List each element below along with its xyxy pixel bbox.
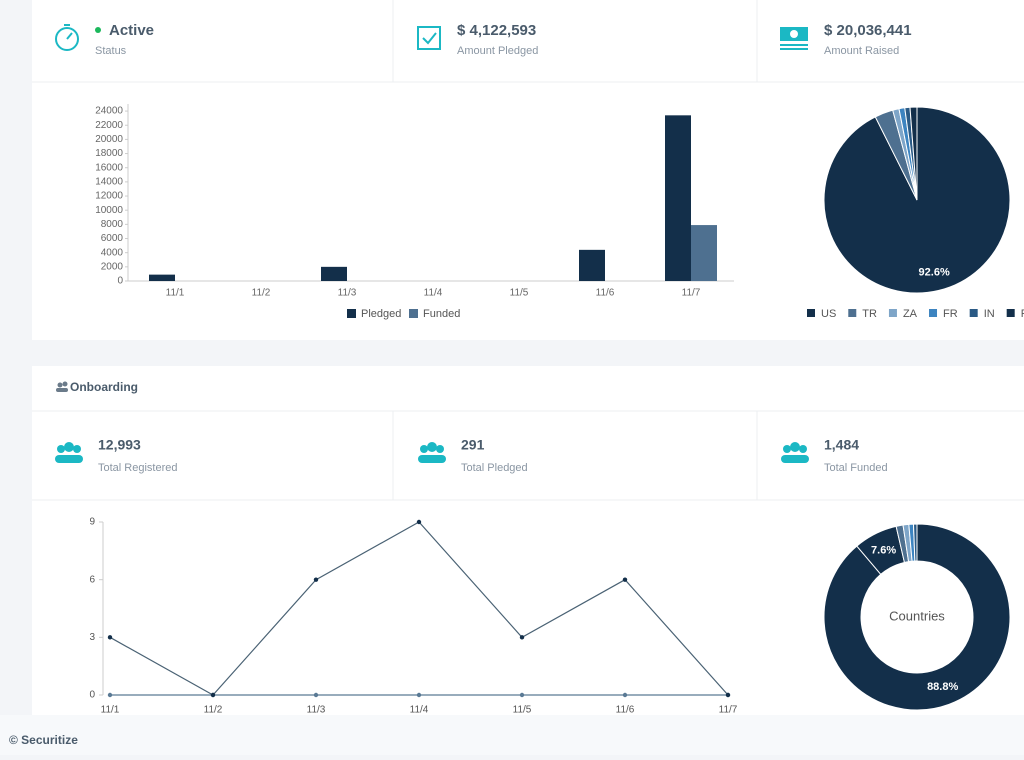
users-icon (55, 442, 83, 463)
value-label: 7.6% (871, 544, 896, 556)
x-tick-label: 11/1 (166, 288, 185, 299)
legend-swatch (807, 309, 815, 317)
legend-label: Funded (423, 308, 460, 320)
check-icon (417, 26, 441, 50)
stat-label: Amount Raised (824, 45, 899, 57)
legend-label: Pledged (361, 308, 401, 320)
value-label: 92.6% (919, 266, 950, 278)
stat-value: $ 20,036,441 (824, 22, 912, 39)
stat-value: Active (109, 22, 154, 39)
legend-swatch (848, 309, 857, 317)
value-label: 88.8% (927, 681, 958, 693)
y-tick-label: 3 (89, 632, 95, 643)
x-tick-label: 11/7 (719, 705, 738, 716)
slice (912, 523, 918, 562)
stat-label: Total Funded (824, 462, 888, 474)
stat-label: Amount Pledged (457, 45, 538, 57)
y-tick-label: 0 (89, 690, 95, 701)
y-tick-label: 12000 (95, 191, 123, 202)
point (416, 519, 422, 525)
legend-swatch (1006, 309, 1015, 317)
bar (579, 249, 605, 281)
point (107, 692, 113, 698)
legend-label: ZA (903, 308, 918, 320)
x-tick-label: 11/5 (510, 288, 529, 299)
money-icon (780, 27, 808, 50)
stat-value: 12,993 (98, 437, 141, 453)
x-tick-label: 11/3 (307, 705, 326, 716)
x-tick-label: 11/3 (338, 288, 357, 299)
x-tick-label: 11/2 (252, 288, 271, 299)
users-icon (418, 442, 446, 463)
point (313, 577, 319, 582)
y-tick-label: 16000 (95, 162, 123, 173)
y-tick-label: 6 (89, 574, 95, 585)
point (519, 635, 525, 640)
legend-swatch (969, 309, 978, 317)
point (416, 692, 422, 698)
x-tick-label: 11/4 (410, 705, 429, 716)
y-tick-label: 0 (117, 276, 123, 287)
y-tick-label: 6000 (101, 233, 124, 244)
legend-label: Rest (1021, 308, 1024, 320)
stat-label: Status (95, 45, 127, 57)
slice (823, 523, 1011, 711)
legend-swatch (929, 309, 938, 317)
legend-swatch (409, 309, 418, 318)
x-tick-label: 11/4 (424, 288, 443, 299)
point (107, 635, 113, 640)
x-tick-label: 11/1 (101, 705, 120, 716)
y-tick-label: 4000 (101, 247, 124, 258)
point (622, 692, 628, 698)
legend-swatch (347, 309, 356, 318)
status-dot (95, 27, 101, 33)
point (519, 692, 525, 698)
y-tick-label: 2000 (101, 261, 124, 272)
x-tick-label: 11/5 (513, 705, 532, 716)
timer-icon (55, 24, 79, 51)
x-tick-label: 11/6 (596, 288, 615, 299)
point (313, 692, 319, 698)
x-tick-label: 11/7 (682, 288, 701, 299)
center-label: Countries (889, 608, 945, 623)
point (725, 692, 731, 698)
y-tick-label: 8000 (101, 219, 124, 230)
legend-label: IN (984, 308, 995, 320)
legend-label: TR (862, 308, 877, 320)
legend-swatch (888, 309, 897, 317)
footer-bar (0, 715, 1024, 755)
bar (665, 115, 691, 281)
y-tick-label: 20000 (95, 134, 123, 145)
legend-label: FR (943, 308, 958, 320)
y-tick-label: 9 (89, 517, 95, 528)
bar (321, 266, 347, 281)
y-tick-label: 18000 (95, 148, 123, 159)
x-tick-label: 11/6 (616, 705, 635, 716)
footer-text: © Securitize (9, 733, 78, 747)
users-icon-small (56, 381, 68, 392)
bar (149, 274, 175, 281)
stat-label: Total Registered (98, 462, 178, 474)
y-tick-label: 14000 (95, 177, 123, 188)
stat-label: Total Pledged (461, 462, 528, 474)
section-title: Onboarding (70, 380, 138, 394)
x-tick-label: 11/2 (204, 705, 223, 716)
point (622, 577, 628, 582)
stat-value: $ 4,122,593 (457, 22, 536, 39)
stat-value: 291 (461, 437, 485, 453)
y-tick-label: 10000 (95, 205, 123, 216)
slice (909, 106, 918, 201)
point (210, 692, 216, 698)
users-icon (781, 442, 809, 463)
stat-value: 1,484 (824, 437, 859, 453)
y-tick-label: 22000 (95, 120, 123, 131)
legend-label: US (821, 308, 836, 320)
bar (691, 225, 717, 281)
y-tick-label: 24000 (95, 106, 123, 117)
